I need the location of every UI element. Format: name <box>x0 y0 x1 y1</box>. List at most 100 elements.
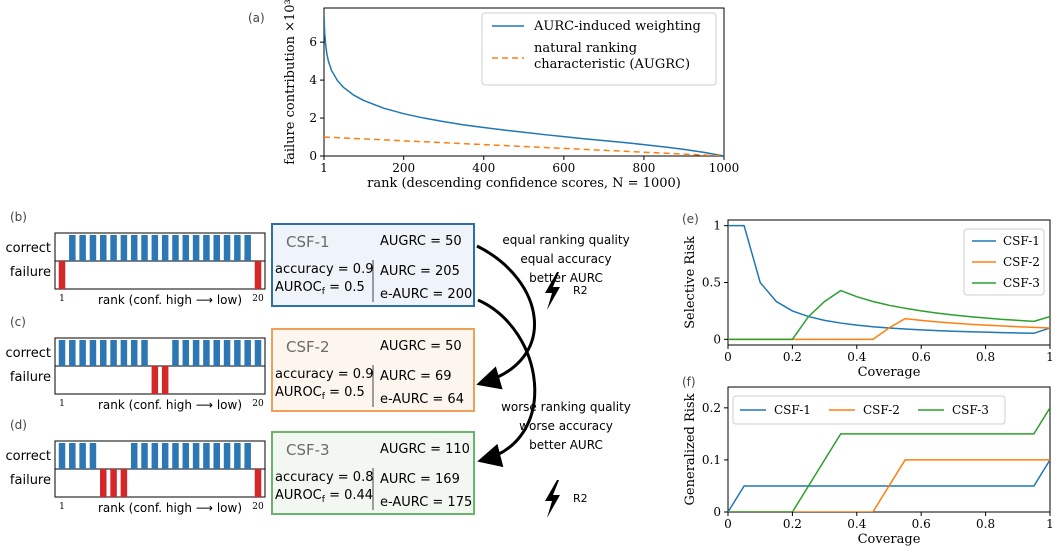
chart-panel-f: 0 0.2 0.4 0.6 0.8 1 0 0.1 0.2 Coverage Generalized… <box>683 386 1054 547</box>
x-tick-label: 1 <box>1046 350 1054 364</box>
accuracy-value: accuracy = 0.9 <box>275 367 373 382</box>
correct-bar <box>223 235 231 261</box>
correct-bar <box>213 340 220 366</box>
row-label-correct: correct <box>5 449 51 464</box>
legend-label: CSF-1 <box>774 403 811 417</box>
y-tick-label: 0 <box>309 149 317 163</box>
annotation-tag: R2 <box>573 284 588 297</box>
x-tick-label: 0.6 <box>912 350 931 364</box>
correct-bar <box>244 235 251 261</box>
correct-bar <box>141 340 148 366</box>
correct-bar <box>223 443 231 469</box>
correct-bar <box>203 235 210 261</box>
lightning-icon <box>545 272 560 310</box>
correct-bar <box>79 443 86 469</box>
annotation-text: worse ranking quality <box>501 400 631 414</box>
correct-bar <box>120 340 128 366</box>
auroc-value: AUROCf = 0.5 <box>275 280 365 297</box>
series-line-aurc-induced-weighting <box>324 13 724 156</box>
x-tick-label: 1 <box>1046 517 1054 531</box>
correct-bar <box>79 340 86 366</box>
x-tick-label: 0.2 <box>783 517 802 531</box>
y-tick-label: 0.2 <box>702 401 721 415</box>
ranking-panel-csf-3: (d) correct failure 1 20 rank (conf. high ⟶ l… <box>5 418 475 515</box>
failure-bar <box>58 261 66 289</box>
row-label-correct: correct <box>5 241 51 256</box>
correct-bar <box>182 443 190 469</box>
correct-bar <box>203 443 210 469</box>
correct-bar <box>110 235 117 261</box>
rank-start-label: 1 <box>59 502 65 512</box>
comparison-arrows <box>476 244 537 468</box>
failure-bar <box>110 469 117 497</box>
correct-bar <box>89 443 97 469</box>
annotation-text: better AURC <box>529 271 603 285</box>
correct-bar <box>192 235 200 261</box>
rank-end-label: 20 <box>252 399 264 409</box>
y-axis-label: Generalized Risk <box>683 393 698 505</box>
panel-label-e: (e) <box>682 212 699 226</box>
row-label-correct: correct <box>5 346 51 361</box>
x-tick-label: 400 <box>472 161 495 175</box>
plot-frame <box>727 386 1051 513</box>
curved-arrow-icon <box>476 244 536 390</box>
rank-axis-label: rank (conf. high ⟶ low) <box>98 501 242 515</box>
failure-bar <box>254 261 262 289</box>
correct-bar <box>141 235 148 261</box>
correct-bar <box>223 340 231 366</box>
annotation-block: worse ranking quality worse accuracy bette… <box>501 400 631 518</box>
legend-label: CSF-3 <box>952 403 989 417</box>
curved-arrow-icon <box>477 298 537 468</box>
x-tick-label: 1000 <box>709 161 740 175</box>
correct-bar <box>141 443 148 469</box>
correct-bar <box>213 443 220 469</box>
correct-bar <box>58 340 66 366</box>
correct-bar <box>213 235 220 261</box>
csf-name: CSF-3 <box>286 441 330 459</box>
x-tick-label: 0 <box>724 350 732 364</box>
rank-start-label: 1 <box>59 399 65 409</box>
augrc-value: AUGRC = 50 <box>380 234 462 249</box>
panel-label: (b) <box>10 210 27 224</box>
chart-panel-a: 1 200 400 600 800 1000 0 2 4 6 rank (descending co… <box>283 0 739 191</box>
legend-label: CSF-1 <box>1003 234 1040 248</box>
x-axis-label: Coverage <box>858 365 921 380</box>
rank-axis-label: rank (conf. high ⟶ low) <box>98 398 242 412</box>
series-line-natural-ranking-characteristic-augrc <box>324 136 724 156</box>
accuracy-value: accuracy = 0.9 <box>275 262 373 277</box>
legend-label: CSF-2 <box>1003 255 1040 269</box>
y-axis-label: Selective Risk <box>683 236 698 329</box>
aurc-value: AURC = 205 <box>380 264 460 279</box>
series-line-csf-2 <box>728 459 1050 512</box>
x-tick-label: 1 <box>320 161 328 175</box>
rank-end-label: 20 <box>252 294 264 304</box>
x-tick-label: 600 <box>552 161 575 175</box>
correct-bar <box>172 340 179 366</box>
x-tick-label: 0.6 <box>912 517 931 531</box>
correct-bar <box>182 340 190 366</box>
auroc-value: AUROCf = 0.5 <box>275 385 365 402</box>
correct-bar <box>130 340 138 366</box>
aurc-value: AURC = 69 <box>380 369 452 384</box>
x-tick-label: 0.8 <box>976 517 995 531</box>
y-tick-label: 0.1 <box>702 453 721 467</box>
correct-bar <box>100 340 107 366</box>
correct-bar <box>192 443 200 469</box>
legend-label: CSF-2 <box>863 403 900 417</box>
rank-start-label: 1 <box>59 294 65 304</box>
failure-bar <box>100 469 107 497</box>
aurc-value: AURC = 169 <box>380 472 460 487</box>
legend: AURC-induced weighting natural rankingcha… <box>481 12 717 86</box>
rank-axis-label: rank (conf. high ⟶ low) <box>98 293 242 307</box>
legend-frame <box>732 395 1006 425</box>
x-axis-label: rank (descending confidence scores, N = … <box>367 176 681 191</box>
annotation-text: equal ranking quality <box>502 233 629 247</box>
legend-label: AURC-induced weighting <box>533 19 701 34</box>
correct-bar <box>234 443 241 469</box>
annotation-block: equal ranking quality equal accuracy bette… <box>502 233 630 310</box>
augrc-value: AUGRC = 110 <box>380 442 470 457</box>
row-label-failure: failure <box>10 370 51 385</box>
eaurc-value: e-AURC = 175 <box>380 495 472 510</box>
correct-bar <box>161 443 169 469</box>
